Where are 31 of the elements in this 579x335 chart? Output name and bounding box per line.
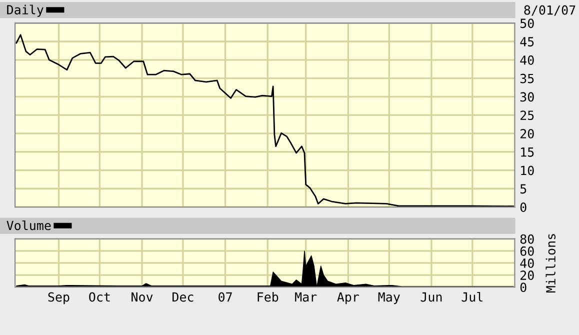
y-tick-label: 35 xyxy=(520,74,534,84)
x-tick-label: Sep xyxy=(48,292,70,304)
y-tick-label: 10 xyxy=(521,166,534,176)
x-tick-label: Jun xyxy=(420,292,442,302)
y-tick-label: 80 xyxy=(520,234,534,244)
text: 8/01/07 xyxy=(524,5,576,16)
x-tick-label: May xyxy=(378,292,400,304)
y-tick-label: 0 xyxy=(520,202,526,212)
y-tick-label: 15 xyxy=(521,148,534,157)
legend-label: Daily xyxy=(7,4,44,17)
x-tick-label: Apr xyxy=(337,292,359,304)
y-tick-label: 20 xyxy=(520,270,534,280)
y-tick-label: 40 xyxy=(520,258,534,268)
y-tick-label: 40 xyxy=(520,55,534,65)
legend-label: Volume xyxy=(6,220,51,230)
y-tick-label: 25 xyxy=(520,110,534,120)
y-tick-label: 5 xyxy=(520,184,526,194)
x-tick-label: Nov xyxy=(132,292,153,302)
y-axis-title: Millions xyxy=(546,234,556,293)
x-tick-label: Dec xyxy=(172,292,194,302)
y-tick-label: 0 xyxy=(520,282,526,292)
x-tick-label: Feb xyxy=(258,292,278,302)
y-tick-label: 20 xyxy=(520,128,534,138)
x-tick-label: Oct xyxy=(89,292,110,302)
y-tick-label: 30 xyxy=(520,92,534,102)
y-tick-label: 45 xyxy=(520,37,534,46)
x-tick-label: Mar xyxy=(295,292,317,302)
y-tick-label: 50 xyxy=(520,18,534,28)
x-tick-label: 07 xyxy=(218,292,232,302)
y-tick-label: 60 xyxy=(520,246,534,256)
x-tick-label: Jul xyxy=(462,292,482,302)
